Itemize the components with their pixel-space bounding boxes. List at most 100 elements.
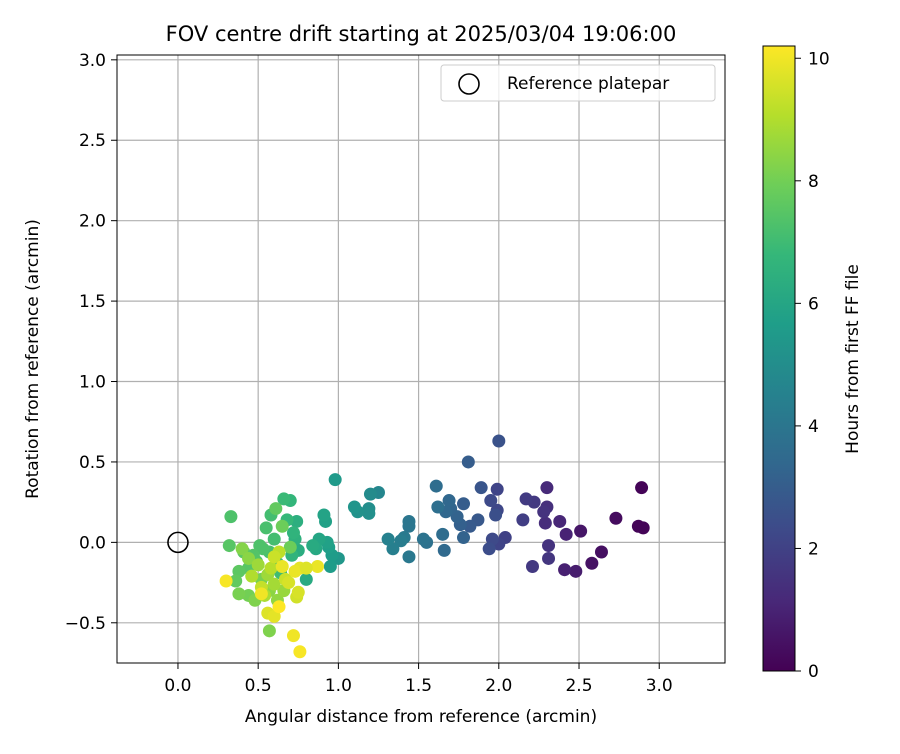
data-point (222, 539, 236, 553)
x-tick-label: 0.0 (164, 676, 191, 696)
data-point (525, 559, 539, 573)
data-point (286, 629, 300, 643)
data-point (635, 481, 649, 495)
colorbar-tick-label: 10 (808, 49, 830, 69)
data-point (277, 492, 291, 506)
legend-open-circle-icon (458, 73, 480, 95)
data-point (267, 577, 281, 591)
data-point (253, 539, 267, 553)
data-point (402, 519, 416, 533)
colorbar-tick-label: 4 (808, 417, 819, 437)
colorbar-tick-label: 8 (808, 172, 819, 192)
y-tick-label: 3.0 (79, 51, 106, 71)
data-point (362, 506, 376, 520)
x-tick-label: 1.5 (405, 676, 432, 696)
data-point (254, 587, 268, 601)
data-point (262, 624, 276, 638)
chart-title: FOV centre drift starting at 2025/03/04 … (166, 22, 677, 46)
data-point (594, 545, 608, 559)
data-point (636, 521, 650, 535)
data-point (286, 526, 300, 540)
data-point (542, 551, 556, 565)
data-point (275, 559, 289, 573)
data-point (269, 502, 283, 516)
colorbar-ticks: 0 2 4 6 8 10 (795, 49, 830, 682)
data-point (402, 550, 416, 564)
data-point (437, 543, 451, 557)
data-point (574, 524, 588, 538)
y-tick-label: 0.0 (79, 533, 106, 553)
data-point (311, 559, 325, 573)
y-tick-label: −0.5 (65, 614, 106, 634)
legend-entry-label: Reference platepar (507, 74, 669, 94)
data-point (267, 609, 281, 623)
x-tick-label: 3.0 (646, 676, 673, 696)
plot-area (117, 55, 725, 663)
data-point (299, 572, 313, 586)
data-point (328, 473, 342, 487)
data-point (519, 492, 533, 506)
data-point (381, 532, 395, 546)
y-tick-label: 2.0 (79, 212, 106, 232)
x-axis-ticks: 0.0 0.5 1.0 1.5 2.0 2.5 3.0 (164, 663, 673, 696)
data-point (559, 527, 573, 541)
data-point (490, 482, 504, 496)
data-point (558, 563, 572, 577)
colorbar-tick-label: 0 (808, 662, 819, 682)
data-point (538, 516, 552, 530)
data-point (542, 539, 556, 553)
data-point (251, 558, 265, 572)
colorbar-tick-label: 2 (808, 539, 819, 559)
data-point (272, 600, 286, 614)
y-tick-label: 0.5 (79, 453, 106, 473)
y-axis-ticks: −0.5 0.0 0.5 1.0 1.5 2.0 2.5 3.0 (65, 51, 117, 634)
data-point (429, 479, 443, 493)
data-point (267, 550, 281, 564)
data-point (457, 531, 471, 545)
colorbar-gradient (762, 45, 796, 672)
data-point (283, 540, 297, 554)
data-point (386, 542, 400, 556)
y-tick-label: 1.5 (79, 292, 106, 312)
data-point (293, 645, 307, 659)
data-point (282, 576, 296, 590)
data-point (431, 500, 445, 514)
data-point (416, 532, 430, 546)
data-point (537, 505, 551, 519)
colorbar-tick-label: 6 (808, 294, 819, 314)
data-point (242, 551, 256, 565)
data-point (288, 564, 302, 578)
data-point (492, 434, 506, 448)
x-tick-label: 2.5 (565, 676, 592, 696)
data-point (229, 574, 243, 588)
data-point (267, 532, 281, 546)
data-point (363, 487, 377, 501)
y-tick-label: 2.5 (79, 131, 106, 151)
y-tick-label: 1.0 (79, 373, 106, 393)
data-point (484, 494, 498, 508)
data-point (275, 519, 289, 533)
data-point (323, 559, 337, 573)
data-point (235, 542, 249, 556)
data-point (306, 539, 320, 553)
reference-marker-layer (167, 531, 189, 554)
data-point (219, 574, 233, 588)
data-point (347, 500, 361, 514)
data-point (553, 514, 567, 528)
data-point (540, 481, 554, 495)
data-point (569, 564, 583, 578)
x-axis-label: Angular distance from reference (arcmin) (245, 707, 597, 727)
data-point (474, 481, 488, 495)
data-point (394, 534, 408, 548)
data-points (219, 434, 650, 659)
reference-platepar-marker (167, 531, 189, 554)
data-point (609, 511, 623, 525)
data-point (436, 527, 450, 541)
x-tick-label: 2.0 (485, 676, 512, 696)
data-point (245, 569, 259, 583)
data-point (224, 510, 238, 524)
colorbar: 0 2 4 6 8 10 Hours from first FF file (762, 45, 863, 682)
data-point (290, 514, 304, 528)
